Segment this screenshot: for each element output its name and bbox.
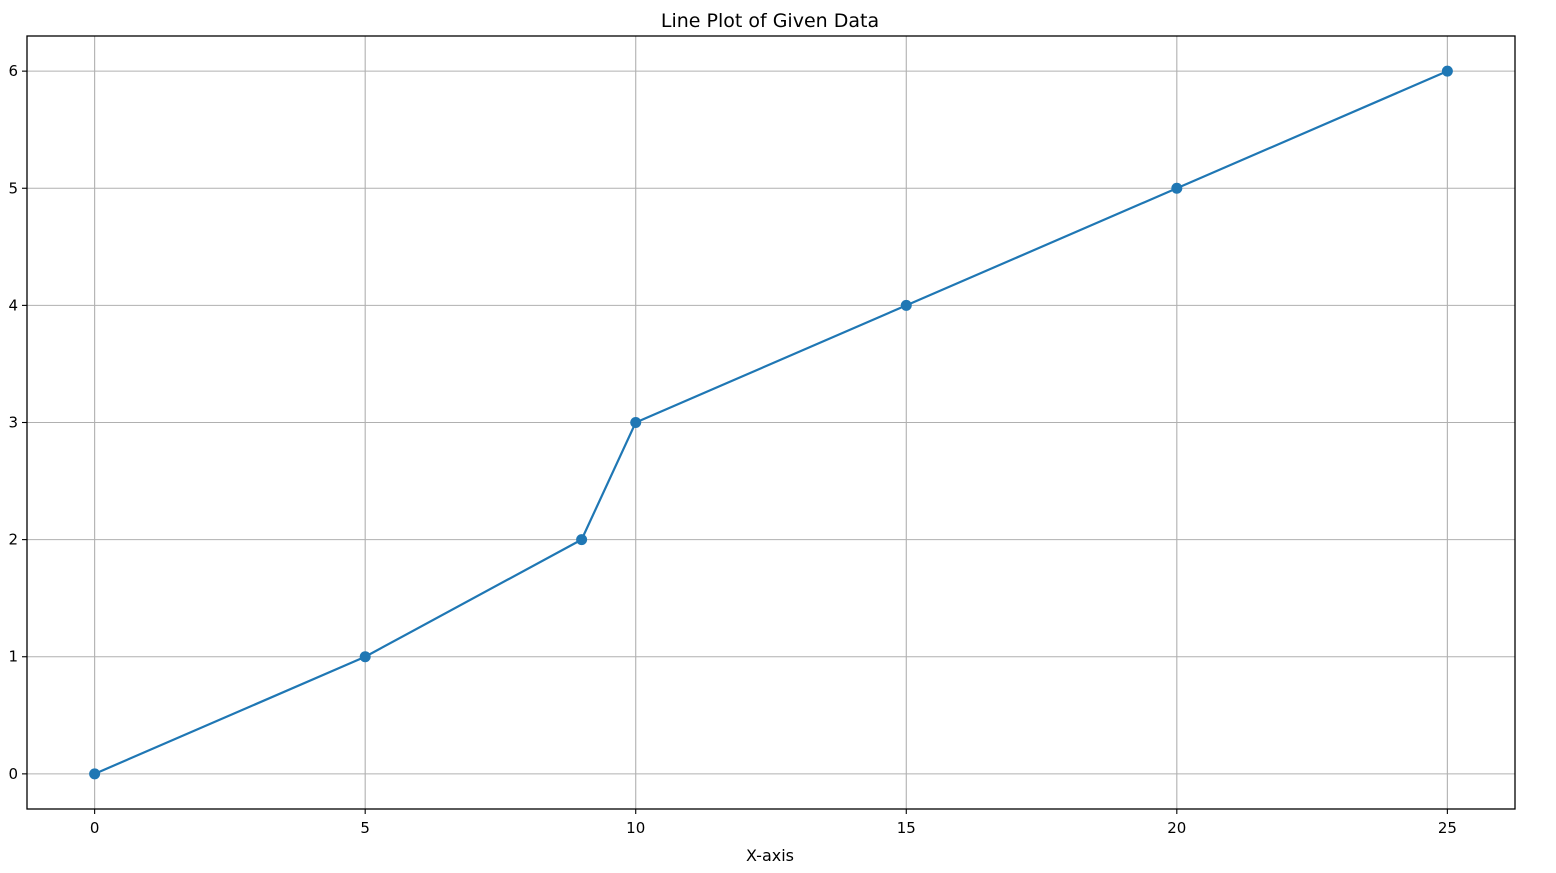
y-tick-label: 0: [8, 765, 18, 783]
data-point: [89, 768, 101, 780]
x-tick-label: 10: [626, 819, 645, 837]
x-axis-label: X-axis: [746, 846, 794, 865]
data-point: [1441, 65, 1453, 77]
y-tick-label: 1: [8, 648, 18, 666]
y-tick-label: 6: [8, 62, 18, 80]
data-point: [900, 299, 912, 311]
x-tick-label: 0: [90, 819, 100, 837]
data-point: [359, 651, 371, 663]
data-point: [576, 534, 588, 546]
data-point: [1171, 182, 1183, 194]
grid: [27, 36, 1515, 809]
x-tick-label: 5: [360, 819, 370, 837]
ticks: 0 5 10 15 20 25 0 1 2 3 4 5 6: [8, 62, 1456, 837]
data-point: [630, 417, 642, 428]
series-layer: [89, 65, 1453, 780]
x-tick-label: 15: [897, 819, 916, 837]
chart-title: Line Plot of Given Data: [661, 10, 879, 32]
x-tick-label: 20: [1167, 819, 1186, 837]
y-tick-label: 4: [8, 296, 18, 314]
y-tick-label: 2: [8, 531, 18, 549]
x-tick-label: 25: [1438, 819, 1457, 837]
y-tick-label: 5: [8, 179, 18, 197]
y-tick-label: 3: [8, 414, 18, 432]
